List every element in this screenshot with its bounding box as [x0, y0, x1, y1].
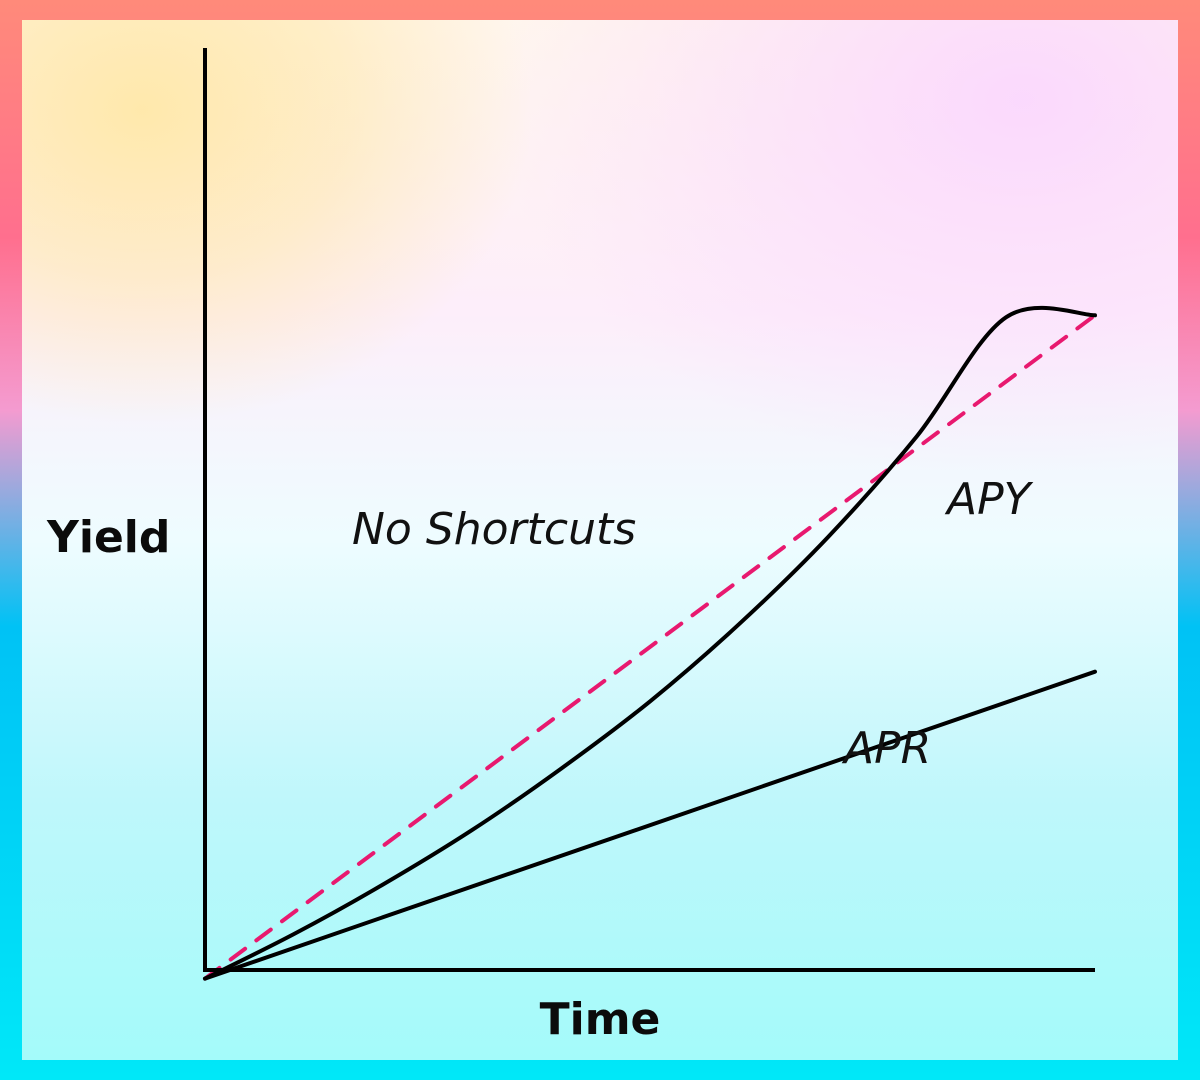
series-line-apy	[203, 305, 1097, 981]
chart-frame: Yield Time No Shortcuts APY APR	[22, 20, 1178, 1060]
y-axis-label: Yield	[46, 512, 170, 563]
x-axis-label: Time	[540, 994, 661, 1045]
series-line-apr	[203, 669, 1097, 981]
series-label-no-shortcuts: No Shortcuts	[352, 504, 636, 555]
chart: Yield Time No Shortcuts APY APR	[46, 48, 1097, 1045]
series-label-apr: APR	[841, 723, 931, 774]
series-label-apy: APY	[944, 474, 1034, 525]
chart-marks	[203, 305, 1097, 981]
series-line-no-shortcuts	[203, 313, 1097, 981]
